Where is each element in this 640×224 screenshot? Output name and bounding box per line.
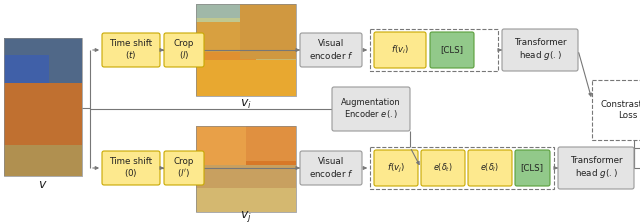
- FancyBboxPatch shape: [102, 33, 160, 67]
- FancyBboxPatch shape: [468, 150, 512, 186]
- FancyBboxPatch shape: [374, 150, 418, 186]
- Text: $v_j$: $v_j$: [240, 209, 252, 224]
- Bar: [196, 165, 296, 212]
- Bar: [196, 18, 296, 30]
- Bar: [196, 126, 246, 212]
- Bar: [240, 4, 296, 59]
- Bar: [196, 22, 256, 77]
- FancyBboxPatch shape: [164, 33, 204, 67]
- Bar: [4, 38, 82, 176]
- Text: Crop
$(l')$: Crop $(l')$: [174, 157, 194, 179]
- Bar: [196, 188, 296, 212]
- Text: Augmentation
Encoder $e(.)$: Augmentation Encoder $e(.)$: [341, 98, 401, 120]
- FancyBboxPatch shape: [558, 147, 634, 189]
- FancyBboxPatch shape: [102, 151, 160, 185]
- Bar: [196, 4, 296, 96]
- Bar: [4, 83, 82, 148]
- Bar: [370, 147, 554, 189]
- Text: $e(\delta_l)$: $e(\delta_l)$: [481, 162, 500, 174]
- Bar: [196, 4, 296, 96]
- FancyBboxPatch shape: [332, 87, 410, 131]
- Bar: [370, 29, 498, 71]
- Text: Transformer
head $g(.)$: Transformer head $g(.)$: [570, 156, 622, 180]
- FancyBboxPatch shape: [421, 150, 465, 186]
- Text: $f(v_j)$: $f(v_j)$: [387, 162, 405, 174]
- Text: Visual
encoder $f$: Visual encoder $f$: [308, 39, 353, 61]
- Text: [CLS]: [CLS]: [440, 45, 463, 54]
- Text: Transformer
head $g(.)$: Transformer head $g(.)$: [514, 38, 566, 62]
- Text: Time shift
$(t)$: Time shift $(t)$: [109, 39, 152, 61]
- Bar: [4, 55, 49, 90]
- Text: $v$: $v$: [38, 179, 48, 192]
- Text: Crop
$(l)$: Crop $(l)$: [174, 39, 194, 61]
- Bar: [196, 4, 296, 22]
- FancyBboxPatch shape: [502, 29, 578, 71]
- Bar: [196, 126, 296, 212]
- Bar: [4, 38, 82, 176]
- Text: $v_i$: $v_i$: [240, 97, 252, 111]
- Bar: [196, 126, 296, 161]
- Text: $f(v_i)$: $f(v_i)$: [391, 44, 409, 56]
- Bar: [196, 22, 296, 52]
- Text: [CLS]: [CLS]: [520, 164, 543, 172]
- Bar: [4, 38, 82, 83]
- Text: Constrastive
Loss: Constrastive Loss: [600, 100, 640, 120]
- FancyBboxPatch shape: [164, 151, 204, 185]
- FancyBboxPatch shape: [300, 33, 362, 67]
- Text: Time shift
$(0)$: Time shift $(0)$: [109, 157, 152, 179]
- Bar: [196, 60, 296, 96]
- FancyBboxPatch shape: [515, 150, 550, 186]
- Bar: [196, 126, 296, 212]
- FancyBboxPatch shape: [300, 151, 362, 185]
- Bar: [4, 145, 82, 176]
- FancyBboxPatch shape: [430, 32, 474, 68]
- Text: $e(\delta_t)$: $e(\delta_t)$: [433, 162, 453, 174]
- FancyBboxPatch shape: [374, 32, 426, 68]
- Bar: [592, 80, 640, 140]
- Text: Visual
encoder $f$: Visual encoder $f$: [308, 157, 353, 179]
